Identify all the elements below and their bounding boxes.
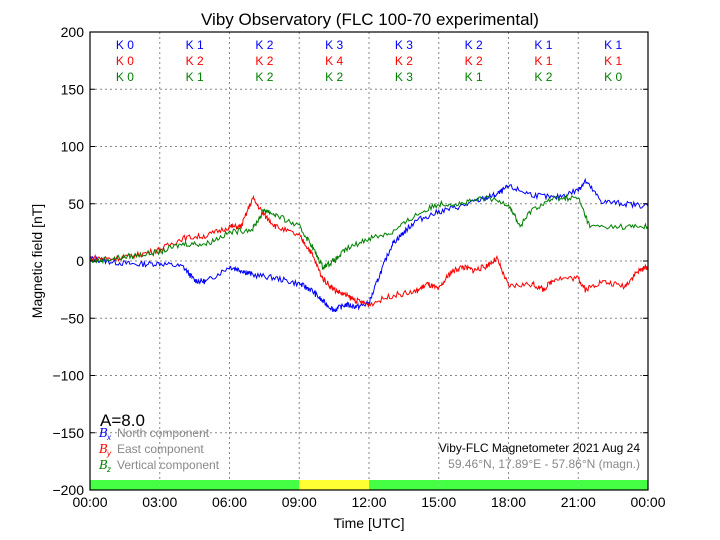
x-tick-label: 00:00 [72, 494, 107, 510]
k-index-x: K 0 [116, 38, 134, 52]
legend-label-x: North component [117, 426, 210, 440]
y-tick-label: −150 [52, 425, 84, 441]
k-index-x: K 1 [534, 38, 552, 52]
legend-label-z: Vertical component [117, 458, 220, 472]
x-tick-label: 21:00 [561, 494, 596, 510]
legend-subscript-y: y [106, 449, 112, 458]
legend-symbol-x: B [98, 426, 108, 440]
y-tick-label: 150 [61, 81, 85, 97]
activity-bar-segment [369, 480, 439, 490]
y-tick-label: 0 [76, 253, 84, 269]
x-tick-label: 12:00 [351, 494, 386, 510]
k-index-z: K 3 [395, 70, 413, 84]
legend-label-y: East component [117, 442, 204, 456]
k-index-y: K 2 [465, 54, 483, 68]
activity-bar-segment [438, 480, 509, 490]
y-tick-label: −200 [52, 482, 84, 498]
k-index-y: K 4 [325, 54, 343, 68]
activity-bar-segment [90, 480, 160, 490]
activity-bar-segment [508, 480, 579, 490]
annotation-title: Viby-FLC Magnetometer 2021 Aug 24 [439, 441, 641, 455]
legend-subscript-z: z [106, 465, 111, 474]
activity-bar-segment [229, 480, 300, 490]
series-line-y [89, 194, 649, 308]
x-tick-label: 09:00 [282, 494, 317, 510]
x-tick-label: 00:00 [630, 494, 665, 510]
chart-title: Viby Observatory (FLC 100-70 experimenta… [201, 10, 539, 29]
k-index-z: K 0 [604, 70, 622, 84]
activity-bar-segment [578, 480, 648, 490]
k-index-y: K 1 [534, 54, 552, 68]
k-index-x: K 2 [255, 38, 273, 52]
k-index-y: K 1 [604, 54, 622, 68]
x-axis-label: Time [UTC] [333, 515, 404, 531]
k-index-x: K 1 [604, 38, 622, 52]
k-index-y: K 2 [255, 54, 273, 68]
k-index-z: K 2 [325, 70, 343, 84]
y-tick-label: 100 [61, 139, 85, 155]
k-index-x: K 2 [465, 38, 483, 52]
y-tick-label: −100 [52, 368, 84, 384]
k-index-x: K 3 [395, 38, 413, 52]
k-index-y: K 2 [395, 54, 413, 68]
activity-bar-segment [299, 480, 369, 490]
k-index-y: K 0 [116, 54, 134, 68]
k-index-z: K 1 [186, 70, 204, 84]
x-tick-label: 03:00 [142, 494, 177, 510]
x-tick-label: 18:00 [491, 494, 526, 510]
y-tick-label: −50 [60, 310, 84, 326]
legend-symbol-z: B [98, 458, 108, 472]
plot-frame [89, 31, 649, 491]
annotation-location: 59.46°N, 17.89°E - 57.86°N (magn.) [448, 457, 640, 471]
k-index-y: K 2 [186, 54, 204, 68]
activity-bar-segment [159, 480, 230, 490]
k-index-z: K 2 [255, 70, 273, 84]
k-index-z: K 1 [465, 70, 483, 84]
series-line-z [89, 193, 649, 271]
y-tick-label: 200 [61, 24, 85, 40]
y-axis-label: Magnetic field [nT] [29, 204, 45, 318]
x-tick-label: 06:00 [212, 494, 247, 510]
k-index-x: K 1 [186, 38, 204, 52]
k-index-z: K 2 [534, 70, 552, 84]
y-tick-label: 50 [68, 196, 84, 212]
k-index-x: K 3 [325, 38, 343, 52]
legend-subscript-x: x [106, 433, 112, 442]
legend-symbol-y: B [98, 442, 108, 456]
k-index-z: K 0 [116, 70, 134, 84]
series-line-x [89, 177, 649, 313]
a-index: A=8.0 [100, 411, 145, 430]
x-tick-label: 15:00 [421, 494, 456, 510]
